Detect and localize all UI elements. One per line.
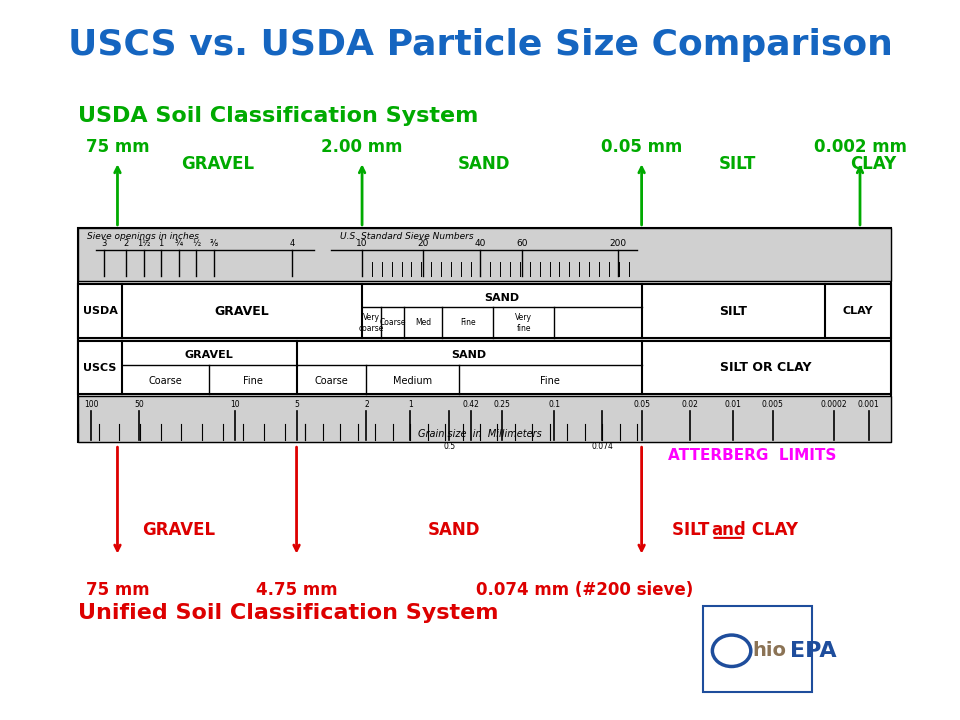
Text: Very
fine: Very fine [516, 313, 532, 333]
FancyBboxPatch shape [78, 228, 891, 282]
Text: ATTERBERG  LIMITS: ATTERBERG LIMITS [668, 448, 836, 463]
Text: 10: 10 [356, 239, 368, 248]
Text: 0.001: 0.001 [858, 400, 879, 409]
Text: SILT: SILT [719, 155, 756, 173]
Text: 3: 3 [102, 239, 108, 248]
Text: 0.005: 0.005 [761, 400, 783, 409]
Text: CLAY: CLAY [746, 521, 798, 539]
Text: 0.25: 0.25 [493, 400, 511, 409]
Text: SAND: SAND [484, 292, 519, 302]
Text: ⅜: ⅜ [209, 239, 218, 248]
Text: SAND: SAND [427, 521, 480, 539]
Text: 50: 50 [134, 400, 144, 409]
Text: 1½: 1½ [137, 239, 151, 248]
Text: 75 mm: 75 mm [85, 582, 150, 600]
Text: 0.0002: 0.0002 [821, 400, 847, 409]
Text: 0.01: 0.01 [725, 400, 742, 409]
FancyBboxPatch shape [78, 284, 891, 338]
Text: Coarse: Coarse [379, 318, 406, 328]
Text: 0.42: 0.42 [463, 400, 480, 409]
Text: CLAY: CLAY [843, 306, 874, 316]
Text: USCS: USCS [84, 362, 117, 372]
Text: GRAVEL: GRAVEL [185, 350, 233, 360]
Text: SAND: SAND [451, 350, 487, 360]
Text: 5: 5 [294, 400, 299, 409]
Text: 1: 1 [158, 239, 164, 248]
Text: Fine: Fine [540, 376, 560, 386]
Text: 2: 2 [124, 239, 129, 248]
Text: Fine: Fine [460, 318, 475, 328]
FancyBboxPatch shape [78, 341, 891, 395]
Text: GRAVEL: GRAVEL [181, 155, 254, 173]
Text: ¾: ¾ [175, 239, 182, 248]
Text: SAND: SAND [458, 155, 511, 173]
Text: Fine: Fine [243, 376, 263, 386]
Text: Sieve openings in inches: Sieve openings in inches [87, 232, 199, 241]
Text: 2.00 mm: 2.00 mm [322, 138, 403, 156]
Text: 0.074 mm (#200 sieve): 0.074 mm (#200 sieve) [476, 582, 693, 600]
Text: 1: 1 [408, 400, 413, 409]
Text: 0.05 mm: 0.05 mm [601, 138, 683, 156]
Text: Unified Soil Classification System: Unified Soil Classification System [78, 603, 498, 623]
FancyBboxPatch shape [78, 396, 891, 442]
Text: and: and [711, 521, 746, 539]
Text: Medium: Medium [393, 376, 432, 386]
Text: Coarse: Coarse [314, 376, 348, 386]
Text: 0.5: 0.5 [444, 442, 455, 451]
Text: 4: 4 [290, 239, 295, 248]
Text: 60: 60 [516, 239, 528, 248]
Text: 0.074: 0.074 [591, 442, 613, 451]
Text: 200: 200 [610, 239, 627, 248]
FancyBboxPatch shape [78, 228, 891, 442]
Text: 75 mm: 75 mm [85, 138, 150, 156]
Text: 100: 100 [84, 400, 99, 409]
Text: USCS vs. USDA Particle Size Comparison: USCS vs. USDA Particle Size Comparison [67, 28, 893, 62]
Text: Coarse: Coarse [149, 376, 182, 386]
Text: 0.1: 0.1 [548, 400, 561, 409]
Text: USDA: USDA [83, 306, 117, 316]
Text: ½: ½ [192, 239, 200, 248]
Text: Med: Med [415, 318, 431, 328]
Text: 20: 20 [418, 239, 429, 248]
Text: SILT: SILT [719, 305, 747, 318]
Text: SILT OR CLAY: SILT OR CLAY [720, 361, 812, 374]
Text: USDA Soil Classification System: USDA Soil Classification System [78, 107, 478, 127]
FancyBboxPatch shape [703, 606, 812, 692]
Text: EPA: EPA [790, 641, 837, 661]
Text: GRAVEL: GRAVEL [142, 521, 215, 539]
Text: 4.75 mm: 4.75 mm [255, 582, 337, 600]
Text: 0.002 mm: 0.002 mm [813, 138, 906, 156]
Text: 0.02: 0.02 [682, 400, 698, 409]
Text: 10: 10 [230, 400, 240, 409]
Text: hio: hio [753, 642, 786, 660]
Text: U.S. Standard Sieve Numbers: U.S. Standard Sieve Numbers [340, 232, 474, 241]
Text: 40: 40 [474, 239, 486, 248]
Text: CLAY: CLAY [850, 155, 897, 173]
Text: GRAVEL: GRAVEL [215, 305, 270, 318]
Text: 2: 2 [364, 400, 369, 409]
Text: Very
coarse: Very coarse [359, 313, 384, 333]
Text: 0.05: 0.05 [633, 400, 650, 409]
Text: SILT: SILT [672, 521, 715, 539]
Text: Grain size  in  Millimeters: Grain size in Millimeters [419, 428, 541, 438]
